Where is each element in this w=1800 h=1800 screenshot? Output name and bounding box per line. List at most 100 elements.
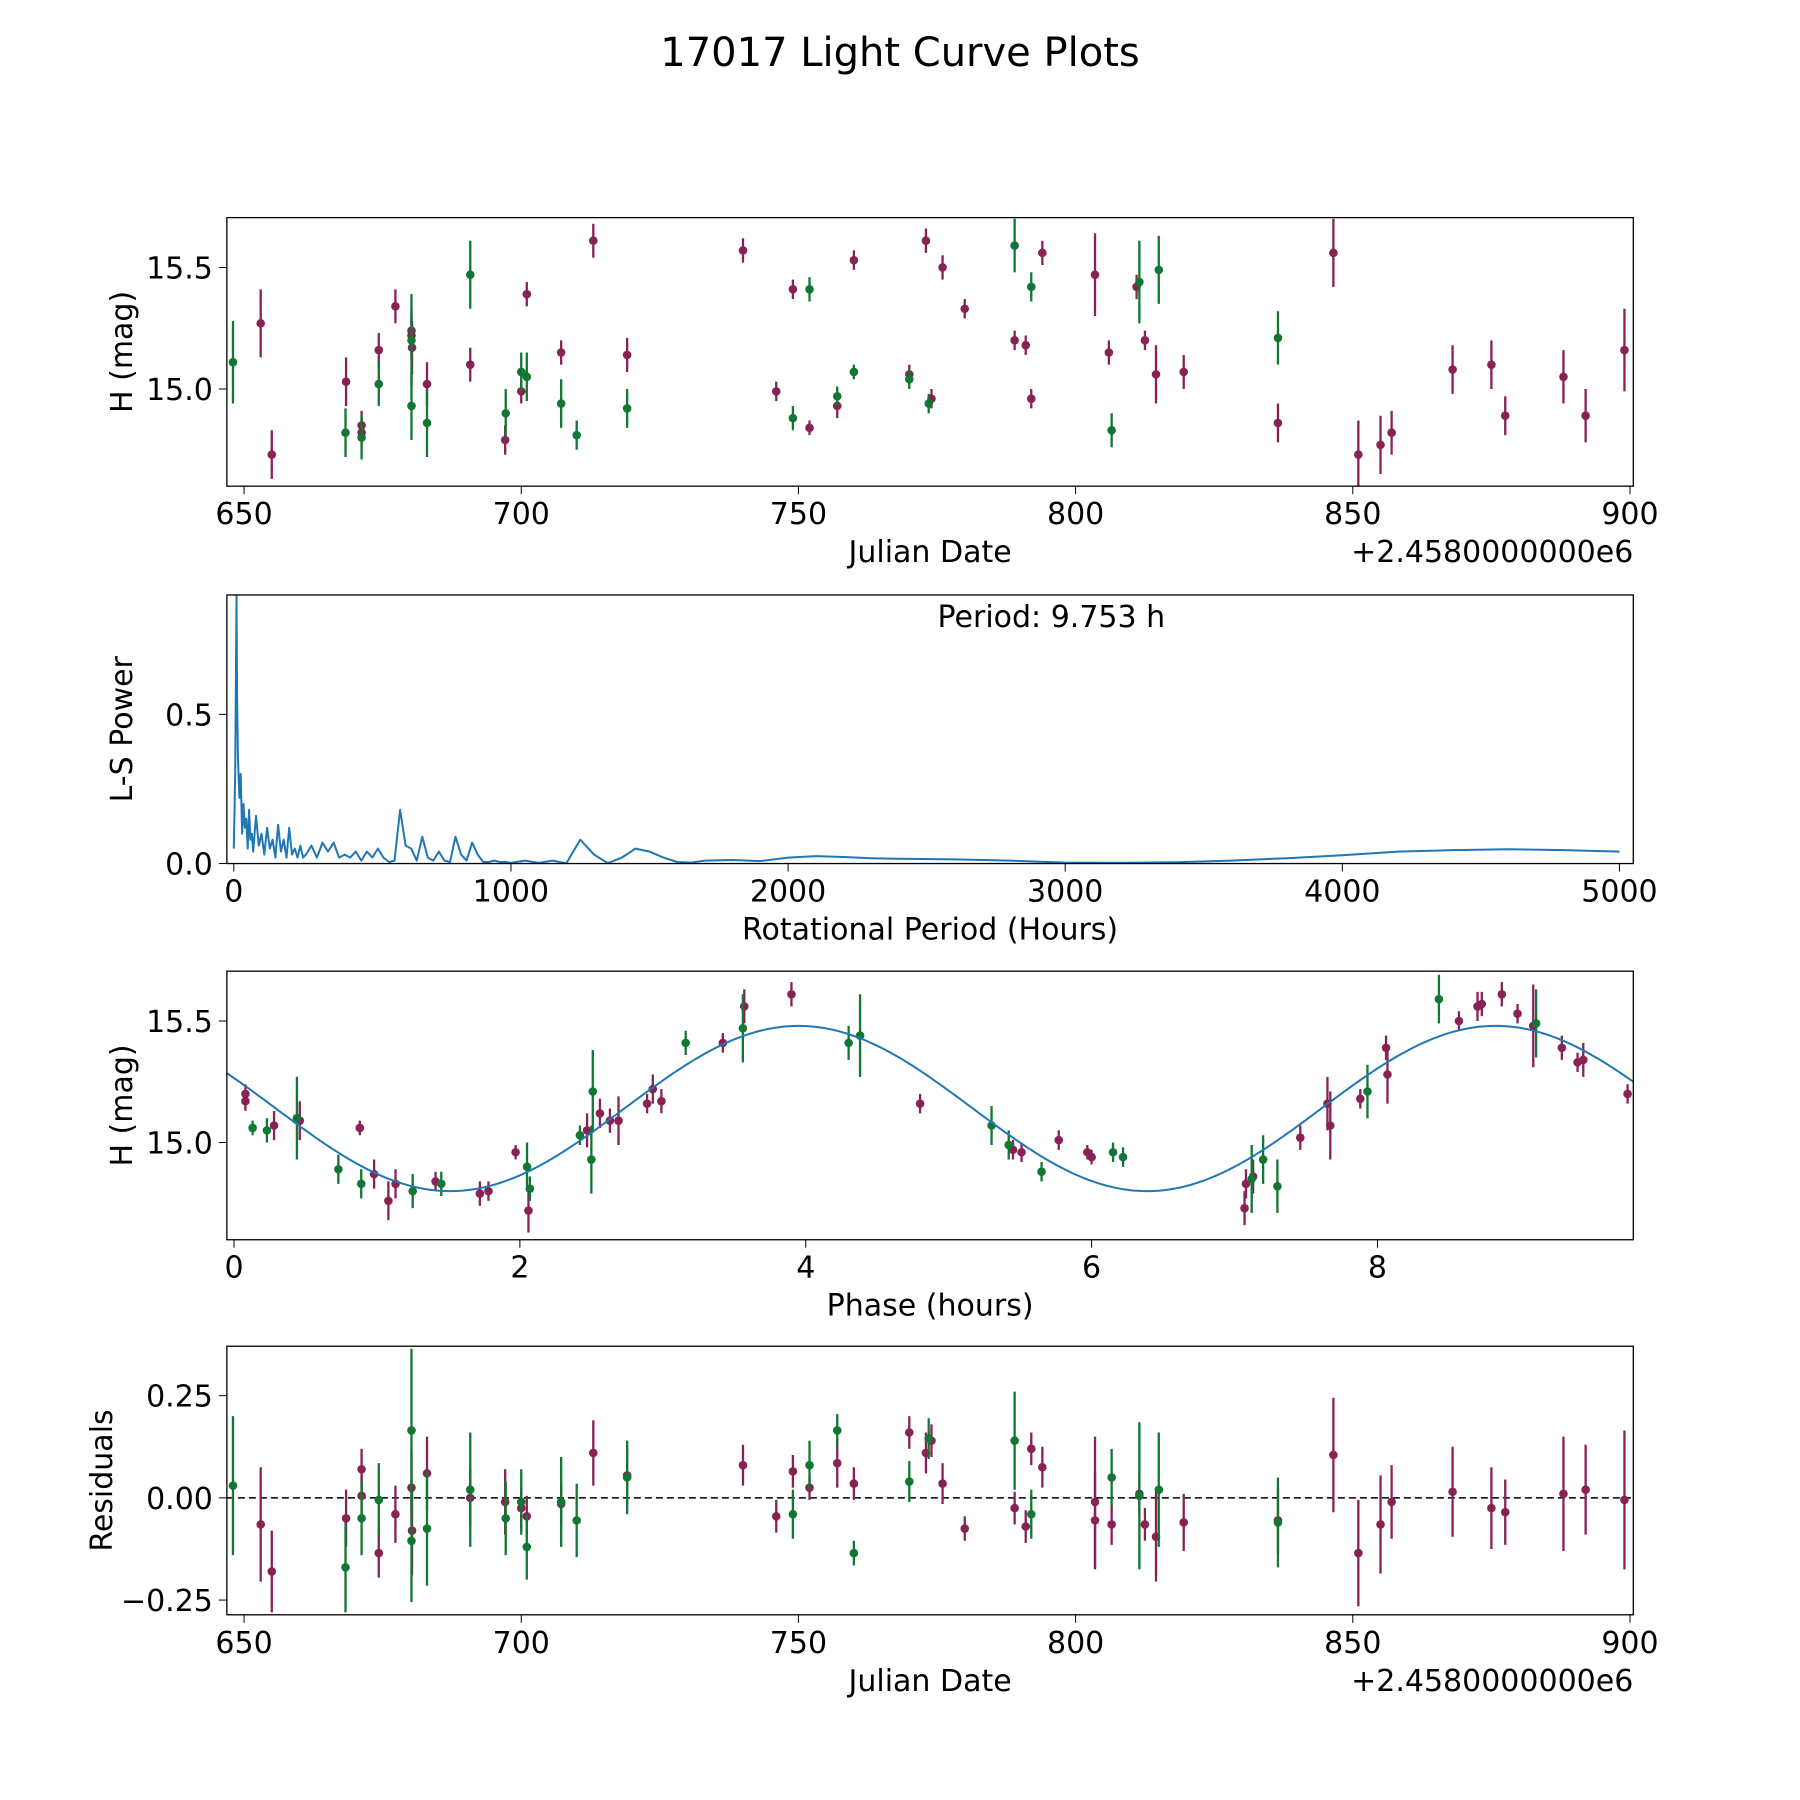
marker <box>374 345 384 355</box>
data-point-green <box>465 240 475 309</box>
marker <box>1329 1450 1338 1460</box>
marker <box>407 401 416 411</box>
x-axis-label: Rotational Period (Hours) <box>742 913 1118 948</box>
marker <box>1448 365 1457 374</box>
data-point-green <box>572 1483 581 1558</box>
x-tick-label: 800 <box>1047 497 1104 532</box>
marker <box>788 1467 798 1476</box>
x-tick-label: 700 <box>493 1626 550 1661</box>
y-tick-label: 15.0 <box>146 1127 213 1162</box>
marker <box>1273 1181 1282 1191</box>
data-point-purple <box>849 250 859 270</box>
marker <box>341 1514 351 1523</box>
data-point-purple <box>938 1463 947 1505</box>
x-tick-label: 0 <box>224 875 243 910</box>
data-point-purple <box>1295 1125 1305 1150</box>
data-point-green <box>788 1489 798 1539</box>
data-point-green <box>622 388 632 428</box>
marker <box>771 387 781 396</box>
data-point-green <box>1118 1147 1128 1167</box>
residuals-plot-area <box>226 1348 1634 1613</box>
data-point-green <box>408 1174 417 1209</box>
marker <box>1017 1147 1026 1157</box>
marker <box>657 1096 666 1106</box>
marker <box>1620 1495 1629 1505</box>
marker <box>465 1485 475 1495</box>
marker <box>1326 1121 1335 1130</box>
marker <box>1581 411 1590 420</box>
data-point-purple <box>1087 1149 1096 1165</box>
marker <box>1513 1009 1522 1019</box>
marker <box>1581 1485 1590 1495</box>
marker <box>739 1002 749 1011</box>
data-point-purple <box>622 337 632 372</box>
marker <box>1135 1491 1144 1501</box>
marker <box>465 360 475 369</box>
period-annotation: Period: 9.753 h <box>938 600 1166 635</box>
marker <box>422 418 432 428</box>
data-point-purple <box>1240 1191 1249 1226</box>
x-tick-label: 900 <box>1601 1626 1658 1661</box>
data-point-purple <box>1054 1130 1064 1150</box>
marker <box>525 1184 535 1194</box>
periodogram-panel: 0 1000 2000 3000 4000 5000 0.0 0.5 Rotational Pe… <box>105 594 1658 948</box>
data-point-purple <box>391 1169 400 1199</box>
data-point-purple <box>805 420 814 436</box>
marker <box>924 399 934 408</box>
marker <box>1497 989 1507 999</box>
x-tick-label: 2000 <box>750 875 826 910</box>
data-point-purple <box>484 1181 493 1201</box>
data-point-purple <box>1623 1084 1632 1104</box>
data-point-green <box>572 420 581 450</box>
x-tick-label: 2 <box>510 1251 529 1286</box>
data-point-green <box>1010 1391 1019 1490</box>
data-point-purple <box>642 1093 652 1114</box>
data-point-green <box>407 371 416 440</box>
data-point-purple <box>788 279 798 300</box>
data-point-purple <box>1559 350 1568 404</box>
data-point-purple <box>374 333 384 368</box>
marker <box>1240 1203 1249 1213</box>
marker <box>832 1458 842 1468</box>
data-point-purple <box>269 1110 279 1141</box>
marker <box>832 401 842 411</box>
marker <box>256 1520 265 1529</box>
data-point-purple <box>1559 1436 1568 1552</box>
marker <box>556 399 566 408</box>
marker <box>1273 1518 1283 1527</box>
periodogram-line <box>232 594 1620 864</box>
marker <box>341 428 350 438</box>
data-point-green <box>516 1469 526 1535</box>
marker <box>1273 418 1283 428</box>
marker <box>614 1116 623 1125</box>
marker <box>1054 1135 1064 1145</box>
data-point-green <box>436 1171 446 1196</box>
x-tick-label: 1000 <box>473 875 549 910</box>
marker <box>587 1155 596 1164</box>
marker <box>938 1479 947 1488</box>
x-tick-label: 4000 <box>1304 875 1380 910</box>
marker <box>642 1099 652 1108</box>
data-point-green <box>905 369 914 389</box>
marker <box>357 433 366 442</box>
lightcurve-plot-area <box>228 218 1629 487</box>
data-point-green <box>292 1076 302 1160</box>
data-point-purple <box>1010 1491 1019 1525</box>
data-point-green <box>501 1481 511 1556</box>
data-point-green <box>1273 311 1283 365</box>
marker <box>832 391 842 401</box>
marker <box>771 1511 781 1521</box>
marker <box>355 1123 365 1133</box>
data-point-purple <box>1356 1089 1365 1109</box>
marker <box>356 1179 366 1189</box>
marker <box>436 1179 446 1189</box>
marker <box>622 1473 632 1482</box>
marker <box>1557 1043 1567 1053</box>
marker <box>805 423 814 433</box>
marker <box>805 285 814 294</box>
data-point-green <box>1434 974 1444 1024</box>
marker <box>1448 1487 1457 1497</box>
marker <box>1140 336 1150 345</box>
x-tick-label: 0 <box>224 1251 243 1286</box>
marker <box>1531 1019 1541 1028</box>
